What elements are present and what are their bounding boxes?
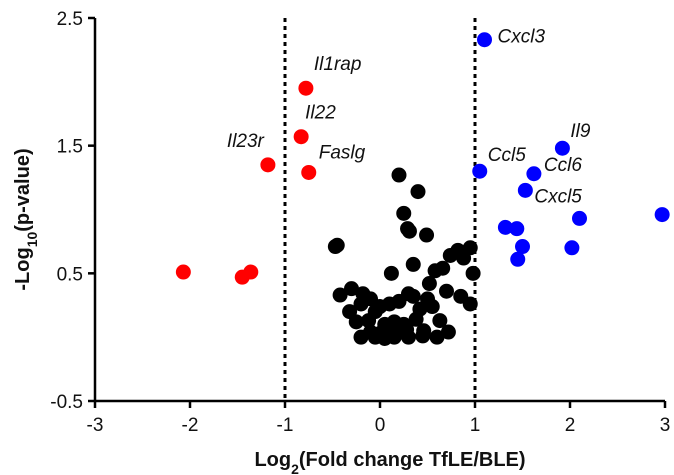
x-tick-label: -1 — [277, 415, 294, 436]
data-point — [497, 219, 513, 235]
data-point — [391, 167, 407, 183]
data-point — [386, 329, 402, 345]
data-point — [424, 299, 440, 315]
data-point — [465, 265, 481, 281]
data-point — [432, 313, 448, 329]
data-point — [654, 207, 670, 223]
x-tick-label: 2 — [565, 415, 576, 436]
point-cxcl5 — [517, 182, 533, 198]
data-point — [353, 329, 369, 345]
x-tick-label: 3 — [660, 415, 671, 436]
point-il9 — [554, 140, 570, 156]
point-il23r — [260, 157, 276, 173]
data-point — [353, 296, 369, 312]
data-point — [327, 239, 343, 255]
data-point — [391, 293, 407, 309]
data-point — [408, 311, 424, 327]
data-point — [332, 287, 348, 303]
gene-labels: Il1rap Il22 Il23r Faslg Cxcl3 Ccl5 Il9 Ccl6 Cxcl… — [227, 27, 591, 208]
data-point — [456, 250, 472, 266]
x-tick-label: -3 — [87, 415, 104, 436]
data-point — [515, 239, 530, 255]
data-point — [453, 288, 469, 304]
data-point — [405, 256, 421, 272]
data-point — [348, 314, 364, 330]
y-tick-label: 0.5 — [57, 264, 83, 285]
data-point — [510, 251, 526, 267]
data-point — [427, 263, 443, 279]
gene-label: Il23r — [227, 131, 265, 152]
data-point — [442, 247, 458, 263]
gene-label: Ccl5 — [488, 145, 526, 166]
y-tick-label: 2.5 — [57, 9, 83, 30]
data-point — [439, 283, 454, 299]
x-tick-label: 1 — [470, 415, 481, 436]
data-point — [410, 184, 426, 200]
gene-label: Il22 — [305, 103, 336, 124]
point-cxcl3 — [477, 32, 492, 48]
x-tick-label: -2 — [182, 415, 199, 436]
point-il1rap — [298, 80, 314, 96]
data-point — [361, 313, 377, 329]
y-tick-label: 1.5 — [57, 137, 83, 158]
gene-label: Il1rap — [314, 54, 362, 75]
gene-label: Faslg — [319, 142, 366, 163]
point-ccl5 — [472, 163, 488, 179]
data-points — [175, 32, 670, 346]
data-point — [421, 276, 437, 292]
point-ccl6 — [526, 166, 542, 182]
data-point — [405, 288, 421, 304]
data-point — [383, 265, 399, 281]
data-point — [175, 264, 191, 280]
ticks: -3 -2 -1 0 1 2 3 -0.5 0.5 1.5 2.5 — [50, 9, 670, 436]
y-tick-label: -0.5 — [50, 392, 83, 413]
data-point — [572, 210, 587, 226]
x-axis-title: Log2(Fold change TfLE/BLE) — [254, 449, 525, 475]
y-axis-title: -Log10(p-value) — [12, 148, 40, 290]
point-il22 — [293, 129, 309, 145]
data-point — [429, 329, 445, 345]
data-point — [396, 205, 412, 221]
x-tick-label: 0 — [375, 415, 386, 436]
data-point — [419, 227, 435, 243]
data-point — [509, 221, 525, 237]
gene-label: Ccl6 — [544, 155, 582, 176]
point-faslg — [301, 164, 317, 180]
data-point — [415, 328, 431, 344]
gene-label: Il9 — [570, 121, 591, 142]
data-point — [344, 281, 359, 297]
data-point — [243, 264, 259, 280]
gene-label: Cxcl5 — [534, 186, 582, 207]
data-point — [440, 324, 456, 340]
gene-label: Cxcl3 — [498, 27, 546, 48]
data-point — [564, 240, 580, 256]
data-point — [401, 223, 417, 239]
data-point — [401, 329, 416, 345]
